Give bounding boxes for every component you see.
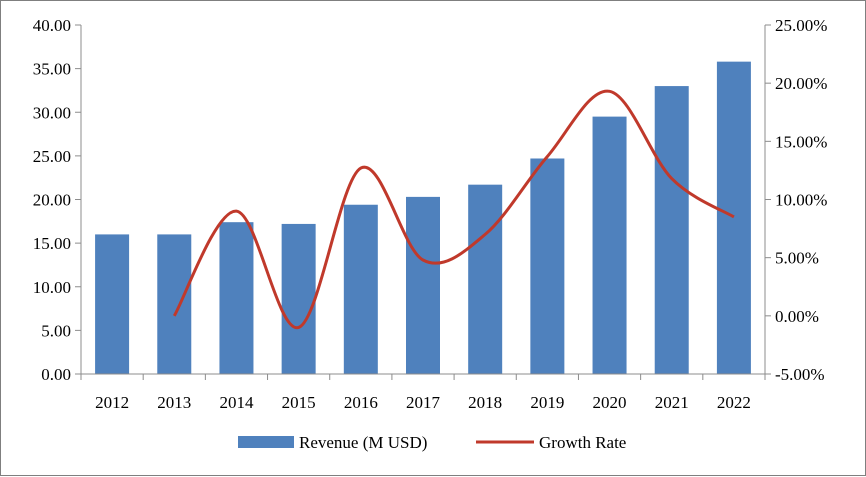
line-layer bbox=[174, 91, 734, 328]
x-tick-label: 2013 bbox=[157, 393, 191, 412]
y-right-tick-label: 25.00% bbox=[775, 16, 827, 35]
bar-2018 bbox=[468, 185, 502, 374]
bar-2022 bbox=[717, 62, 751, 374]
y-left-tick-label: 25.00 bbox=[33, 147, 71, 166]
bar-2013 bbox=[157, 234, 191, 374]
x-tick-label: 2012 bbox=[95, 393, 129, 412]
x-tick-label: 2018 bbox=[468, 393, 502, 412]
x-tick-label: 2015 bbox=[282, 393, 316, 412]
bar-2014 bbox=[219, 222, 253, 374]
x-tick-label: 2016 bbox=[344, 393, 378, 412]
y-left-tick-label: 20.00 bbox=[33, 191, 71, 210]
y-right-tick-label: 15.00% bbox=[775, 132, 827, 151]
y-left-tick-label: 35.00 bbox=[33, 60, 71, 79]
bars-layer bbox=[95, 62, 751, 374]
y-left-tick-label: 5.00 bbox=[41, 321, 71, 340]
y-left-tick-label: 15.00 bbox=[33, 234, 71, 253]
x-tick-label: 2019 bbox=[530, 393, 564, 412]
y-right-tick-label: 5.00% bbox=[775, 249, 819, 268]
bar-2012 bbox=[95, 234, 129, 374]
bar-2019 bbox=[530, 158, 564, 374]
growth-rate-line bbox=[174, 91, 734, 328]
y-right-tick-label: -5.00% bbox=[775, 365, 825, 384]
legend-swatch-revenue bbox=[238, 436, 294, 448]
y-left-tick-label: 0.00 bbox=[41, 365, 71, 384]
legend: Revenue (M USD) Growth Rate bbox=[238, 433, 626, 452]
y-left-tick-label: 10.00 bbox=[33, 278, 71, 297]
x-tick-label: 2017 bbox=[406, 393, 441, 412]
x-tick-label: 2020 bbox=[593, 393, 627, 412]
y-left-tick-label: 40.00 bbox=[33, 16, 71, 35]
bar-2017 bbox=[406, 197, 440, 374]
bar-2020 bbox=[593, 117, 627, 374]
bar-2021 bbox=[655, 86, 689, 374]
y-right-tick-label: 10.00% bbox=[775, 191, 827, 210]
legend-label-revenue: Revenue (M USD) bbox=[299, 433, 427, 452]
x-tick-label: 2022 bbox=[717, 393, 751, 412]
y-right-tick-label: 20.00% bbox=[775, 74, 827, 93]
y-left-tick-label: 30.00 bbox=[33, 103, 71, 122]
bar-2015 bbox=[282, 224, 316, 374]
bar-2016 bbox=[344, 205, 378, 374]
x-tick-label: 2021 bbox=[655, 393, 689, 412]
x-tick-label: 2014 bbox=[219, 393, 254, 412]
legend-label-growth: Growth Rate bbox=[539, 433, 626, 452]
y-right-tick-label: 0.00% bbox=[775, 307, 819, 326]
